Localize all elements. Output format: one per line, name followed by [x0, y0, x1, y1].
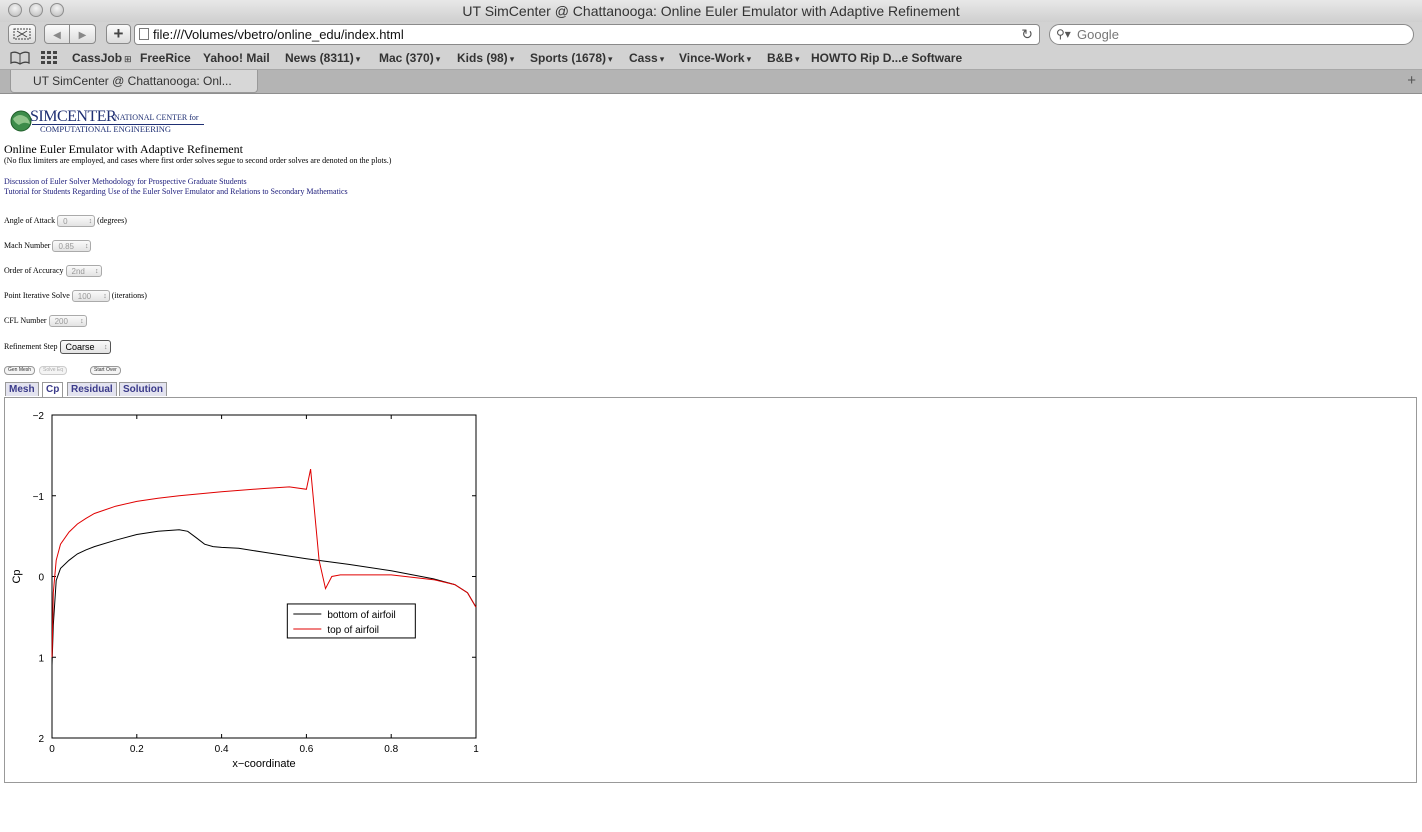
legend-label: top of airfoil [327, 625, 379, 636]
y-tick-label: −1 [33, 492, 45, 503]
order-select[interactable]: 2nd [65, 265, 102, 277]
y-tick-label: −2 [33, 411, 45, 422]
solve-eq-button[interactable]: Solve Eq [39, 366, 68, 375]
page-content: SIMCENTER NATIONAL CENTER for COMPUTATIO… [0, 95, 1422, 832]
bookmark-kids[interactable]: Kids (98) ▾ [457, 51, 515, 65]
tab-residual[interactable]: Residual [67, 382, 117, 396]
browser-tab[interactable]: UT SimCenter @ Chattanooga: Onl... [10, 70, 258, 93]
y-tick-label: 0 [38, 573, 44, 584]
tab-bar: UT SimCenter @ Chattanooga: Onl... + [0, 70, 1422, 94]
logo-computational: COMPUTATIONAL ENGINEERING [40, 124, 171, 134]
link-tutorial[interactable]: Tutorial for Students Regarding Use of t… [4, 187, 348, 196]
bookmark-yahoo-mail[interactable]: Yahoo! Mail [203, 51, 270, 65]
legend-label: bottom of airfoil [327, 610, 395, 621]
refine-row: Refinement Step Coarse [4, 340, 111, 354]
zoom-window-icon[interactable] [50, 3, 64, 17]
reload-icon[interactable]: ↻ [1021, 26, 1033, 42]
aoa-label: Angle of Attack [4, 215, 56, 225]
search-placeholder: Google [1077, 27, 1119, 42]
cfl-label: CFL Number [4, 315, 47, 325]
iter-label: Point Iterative Solve [4, 290, 70, 300]
iter-unit: (iterations) [111, 290, 147, 300]
forward-arrow-icon: ▶ [78, 30, 87, 41]
globe-logo-icon [10, 110, 32, 132]
gen-mesh-button[interactable]: Gen Mesh [4, 366, 36, 375]
page-subheading: (No flux limiters are employed, and case… [4, 156, 392, 165]
x-tick-label: 0 [49, 744, 55, 755]
bookmark-sports[interactable]: Sports (1678) ▾ [530, 51, 613, 65]
y-tick-label: 1 [38, 653, 44, 664]
new-tab-icon[interactable]: + [1407, 72, 1416, 89]
close-window-icon[interactable] [8, 3, 22, 17]
tab-mesh[interactable]: Mesh [5, 382, 39, 396]
bookmarks-bar: CassJob ⊞ FreeRice Yahoo! Mail News (8311… [0, 48, 1422, 70]
forward-button[interactable]: ▶ [69, 24, 96, 44]
browser-toolbar: ◀ ▶ + file:///Volumes/vbetro/online_edu/… [0, 22, 1422, 48]
bookmark-mac[interactable]: Mac (370) ▾ [379, 51, 441, 65]
start-over-button[interactable]: Start Over [90, 366, 121, 375]
iter-row: Point Iterative Solve 100 (iterations) [4, 290, 147, 302]
aoa-row: Angle of Attack 0 (degrees) [4, 215, 127, 227]
cfl-row: CFL Number 200 [4, 315, 87, 327]
aoa-unit: (degrees) [97, 215, 127, 225]
x-tick-label: 0.8 [384, 744, 398, 755]
plot-frame [51, 414, 477, 739]
add-bookmark-button[interactable]: + [106, 24, 131, 44]
mach-label: Mach Number [4, 240, 51, 250]
simcenter-logo: SIMCENTER NATIONAL CENTER for COMPUTATIO… [10, 107, 210, 137]
mach-select[interactable]: 0.85 [52, 240, 92, 252]
window-title: UT SimCenter @ Chattanooga: Online Euler… [462, 3, 960, 19]
iter-select[interactable]: 100 [71, 290, 110, 302]
cfl-select[interactable]: 200 [48, 315, 87, 327]
window-titlebar: UT SimCenter @ Chattanooga: Online Euler… [0, 0, 1422, 23]
mach-row: Mach Number 0.85 [4, 240, 92, 252]
search-field[interactable]: ⚲▾ Google [1049, 24, 1414, 45]
legend-box [286, 603, 416, 639]
series-line-bottom [51, 529, 477, 666]
order-row: Order of Accuracy 2nd [4, 265, 102, 277]
address-bar[interactable]: file:///Volumes/vbetro/online_edu/index.… [134, 24, 1040, 45]
plot-panel: 0 0.2 0.4 0.6 0.8 1 −2 −1 0 1 2 x−coordinate Cp botto… [4, 397, 1417, 783]
x-tick-label: 1 [473, 744, 479, 755]
y-tick-label: 2 [38, 734, 44, 745]
logo-national: NATIONAL CENTER for [114, 113, 199, 122]
tab-solution[interactable]: Solution [119, 382, 167, 396]
series-line-top [51, 468, 477, 658]
link-methodology[interactable]: Discussion of Euler Solver Methodology f… [4, 177, 247, 186]
x-tick-label: 0.4 [215, 744, 229, 755]
grid-icon[interactable] [41, 51, 57, 68]
order-label: Order of Accuracy [4, 265, 64, 275]
screenshot-button[interactable] [8, 24, 36, 44]
page-icon [139, 28, 149, 40]
x-axis-label: x−coordinate [232, 758, 295, 770]
back-button[interactable]: ◀ [44, 24, 70, 44]
page-heading: Online Euler Emulator with Adaptive Refi… [4, 142, 243, 156]
open-book-icon[interactable] [10, 51, 30, 68]
bookmark-news[interactable]: News (8311) ▾ [285, 51, 361, 65]
x-tick-label: 0.2 [130, 744, 144, 755]
plus-icon: + [113, 24, 124, 43]
search-icon: ⚲▾ [1056, 27, 1071, 41]
back-arrow-icon: ◀ [53, 30, 61, 41]
tab-cp[interactable]: Cp [42, 382, 64, 397]
bookmark-howto[interactable]: HOWTO Rip D...e Software [811, 51, 963, 65]
x-tick-label: 0.6 [299, 744, 313, 755]
scissors-icon [13, 28, 31, 40]
bookmark-freerice[interactable]: FreeRice [140, 51, 191, 65]
refine-select[interactable]: Coarse [59, 340, 111, 354]
bookmark-cass[interactable]: Cass ▾ [629, 51, 665, 65]
logo-simcenter: SIMCENTER [30, 108, 117, 125]
y-axis-label: Cp [11, 569, 23, 583]
logo-rule [32, 124, 204, 125]
aoa-select[interactable]: 0 [57, 215, 96, 227]
bookmark-vince-work[interactable]: Vince-Work ▾ [679, 51, 752, 65]
bookmark-cassjob[interactable]: CassJob ⊞ [72, 51, 132, 65]
refine-label: Refinement Step [4, 341, 58, 351]
tab-label: UT SimCenter @ Chattanooga: Onl... [33, 74, 232, 88]
cp-chart: 0 0.2 0.4 0.6 0.8 1 −2 −1 0 1 2 x−coordinate Cp botto… [11, 411, 479, 770]
minimize-window-icon[interactable] [29, 3, 43, 17]
bookmark-bandb[interactable]: B&B ▾ [767, 51, 800, 65]
url-text: file:///Volumes/vbetro/online_edu/index.… [153, 27, 404, 42]
